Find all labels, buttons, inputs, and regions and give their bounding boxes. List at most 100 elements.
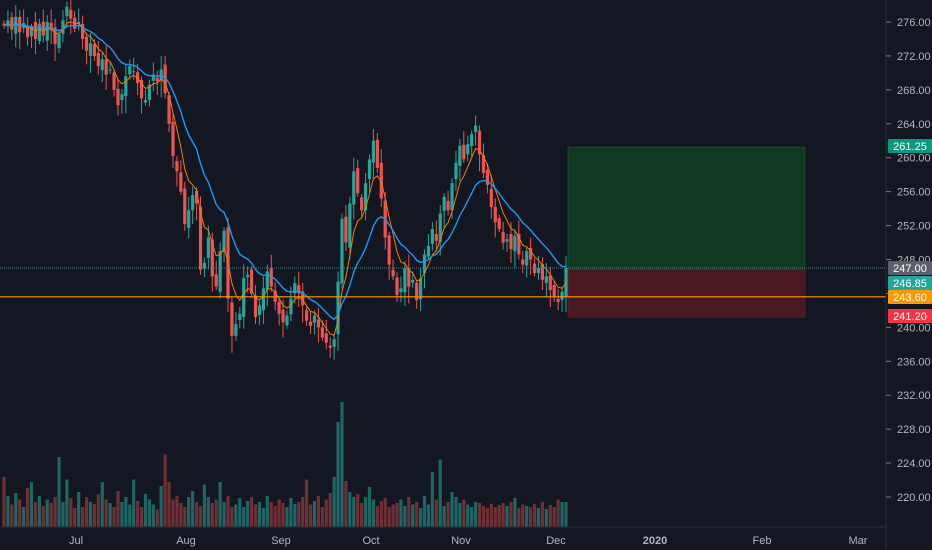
volume-bar <box>305 479 309 527</box>
candle-body <box>191 195 195 211</box>
volume-bar <box>116 491 120 527</box>
candle-body <box>104 59 108 75</box>
candle-body <box>14 16 18 34</box>
candle-body <box>289 298 293 315</box>
volume-bar <box>191 491 195 527</box>
candle-body <box>18 16 22 33</box>
candle-body <box>395 277 399 296</box>
volume-bar <box>53 497 57 527</box>
candle-body <box>458 145 462 166</box>
volume-bar <box>14 493 18 527</box>
volume-bar <box>352 497 356 527</box>
volume-bar <box>387 507 391 527</box>
candle-body <box>194 190 199 204</box>
candle-body <box>53 27 57 45</box>
candle-body <box>242 278 246 317</box>
candle-body <box>513 235 517 252</box>
ma-fast-line <box>3 21 567 337</box>
volume-bar <box>548 505 552 527</box>
candle-body <box>462 144 466 160</box>
volume-bar <box>222 502 226 527</box>
candle-body <box>454 162 458 180</box>
candle-body <box>411 279 415 283</box>
candle-body <box>466 144 470 155</box>
volume-bar <box>249 497 254 527</box>
candle-body <box>548 275 552 291</box>
candle-body <box>269 268 273 287</box>
volume-bar <box>128 504 132 527</box>
volume-bar <box>206 497 210 527</box>
volume-bar <box>120 502 124 527</box>
volume-bar <box>257 502 262 527</box>
long-position-tool[interactable] <box>567 146 806 318</box>
volume-bar <box>422 496 427 527</box>
candle-body <box>179 172 183 192</box>
price-labels: 261.25 247.00 246.85 243.60 241.20 <box>888 139 932 323</box>
candle-body <box>529 247 533 260</box>
volume-bar <box>77 492 81 527</box>
candle-body <box>332 339 336 347</box>
volume-bar <box>10 504 14 527</box>
candle-body <box>249 269 254 294</box>
candle-body <box>540 263 545 280</box>
volume-bar <box>238 498 242 527</box>
candle-body <box>198 206 203 270</box>
volume-bar <box>367 487 372 527</box>
y-tick-label: 256.00 <box>897 187 931 199</box>
volume-bar <box>108 503 112 527</box>
volume-bar <box>18 499 22 527</box>
candle-body <box>57 33 61 49</box>
candle-body <box>293 283 297 294</box>
position-loss-zone[interactable] <box>567 268 806 318</box>
position-profit-zone[interactable] <box>567 146 806 270</box>
volume-bar <box>273 506 277 527</box>
candle-body <box>371 140 376 163</box>
volume-bar <box>175 496 179 527</box>
volume-bar <box>544 509 548 527</box>
candle-body <box>69 9 73 19</box>
volume-bar <box>147 499 152 527</box>
volume-bar <box>214 499 218 527</box>
volume-bar <box>183 507 187 527</box>
candle-body <box>403 267 407 293</box>
volume-bar <box>434 499 438 527</box>
y-tick-label: 268.00 <box>897 85 931 97</box>
volume-bar <box>383 498 387 527</box>
candle-body <box>6 20 10 27</box>
volume-bar <box>242 507 246 527</box>
candle-body <box>96 52 100 67</box>
candle-body <box>489 188 493 207</box>
volume-bar <box>159 486 163 527</box>
volume-bar <box>525 506 529 527</box>
candle-body <box>477 130 482 155</box>
candle-body <box>297 285 301 294</box>
volume-bar <box>100 482 104 527</box>
volume-bar <box>124 497 128 527</box>
volume-bar <box>73 508 77 527</box>
y-tick-label: 260.00 <box>897 153 931 165</box>
candle-body <box>183 188 187 224</box>
ma-slow-line <box>3 23 567 321</box>
candle-body <box>2 23 6 26</box>
volume-bar <box>139 507 144 527</box>
volume-bar <box>332 477 336 527</box>
volume-bar <box>57 457 61 527</box>
y-tick-label: 232.00 <box>897 390 931 402</box>
y-tick-label: 272.00 <box>897 51 931 63</box>
candle-body <box>175 161 179 172</box>
candle-body <box>65 6 69 17</box>
volume-bar <box>411 504 415 527</box>
candle-body <box>45 22 49 41</box>
time-axis[interactable]: Jul Aug Sep Oct Nov Dec 2020 Feb Mar <box>69 535 868 547</box>
volume-bar <box>379 501 383 527</box>
y-tick-label: 276.00 <box>897 17 931 29</box>
volume-bar <box>45 499 49 527</box>
volume-bar <box>88 502 93 527</box>
volume-bar <box>202 484 207 527</box>
volume-bar <box>41 506 45 527</box>
candle-body <box>171 121 175 157</box>
candle-body <box>253 295 258 318</box>
candle-body <box>434 234 438 241</box>
volume-bar <box>301 497 305 527</box>
